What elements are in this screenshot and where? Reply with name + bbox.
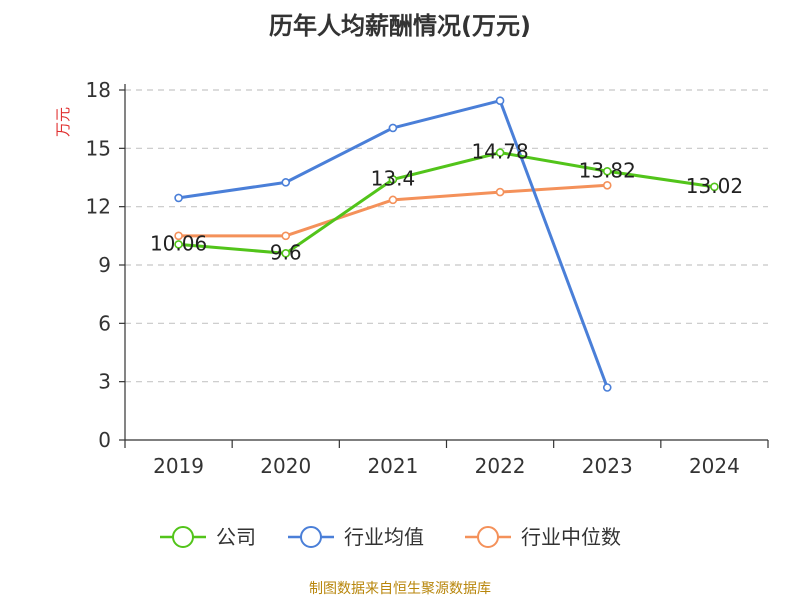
series-line: [178, 99, 609, 389]
series-point: [495, 187, 505, 197]
series-point: [174, 240, 183, 249]
legend-item[interactable]: 行业均值: [288, 525, 424, 549]
legend-swatch-marker: [477, 526, 499, 548]
legend-item[interactable]: 行业中位数: [465, 525, 621, 549]
series-point: [710, 182, 719, 192]
x-tick-label: 2022: [475, 454, 526, 478]
x-tick-label: 2021: [367, 454, 418, 478]
axes: 0 3 6 9 12 15 18 2019 2020 2021 2022 2023 2024 万元: [54, 78, 769, 478]
series-point: [174, 193, 183, 203]
series-point: [602, 383, 612, 392]
legend-label: 公司: [216, 525, 256, 549]
data-source-note: 制图数据来自恒生聚源数据库: [309, 581, 491, 597]
legend-label: 行业中位数: [521, 525, 621, 549]
x-tick-label: 2020: [260, 454, 311, 478]
data-label: 13.82: [579, 158, 636, 182]
data-label: 10.06: [150, 231, 207, 255]
series-point: [281, 178, 291, 187]
y-tick-label: 15: [86, 136, 111, 160]
legend[interactable]: 公司 行业均值 行业中位数: [160, 525, 621, 549]
grid-lines: [125, 89, 768, 383]
data-label: 14.78: [471, 140, 528, 164]
series-point: [281, 231, 291, 241]
series-point: [388, 123, 398, 133]
x-tick-label: 2023: [582, 454, 633, 478]
series-line: [178, 151, 715, 255]
y-tick-label: 9: [98, 253, 111, 277]
data-label: 9.6: [270, 240, 302, 264]
series-point: [495, 96, 505, 105]
y-tick-label: 6: [98, 311, 111, 335]
x-tick-label: 2019: [153, 454, 204, 478]
data-label: 13.4: [371, 166, 416, 190]
series-point: [281, 249, 291, 258]
y-tick-label: 12: [86, 195, 111, 219]
series-point: [602, 180, 612, 190]
data-labels: 10.06 9.6 13.4 14.78 13.82 13.02: [150, 140, 743, 265]
series-point: [388, 175, 398, 184]
series-point: [388, 195, 398, 205]
series-line: [178, 183, 608, 238]
series-point: [174, 231, 183, 241]
data-label: 13.02: [686, 174, 743, 198]
y-axis-label: 万元: [54, 107, 72, 137]
legend-label: 行业均值: [344, 525, 424, 549]
chart-title: 历年人均薪酬情况(万元): [269, 12, 531, 40]
y-tick-label: 0: [98, 428, 111, 452]
series-point: [495, 148, 505, 157]
legend-swatch-marker: [172, 526, 194, 548]
legend-swatch-marker: [300, 526, 322, 548]
y-tick-label: 18: [86, 78, 111, 102]
series: [174, 96, 719, 392]
x-tick-label: 2024: [689, 454, 740, 478]
y-tick-label: 3: [98, 370, 111, 394]
series-point: [602, 166, 612, 176]
legend-item[interactable]: 公司: [160, 525, 256, 549]
